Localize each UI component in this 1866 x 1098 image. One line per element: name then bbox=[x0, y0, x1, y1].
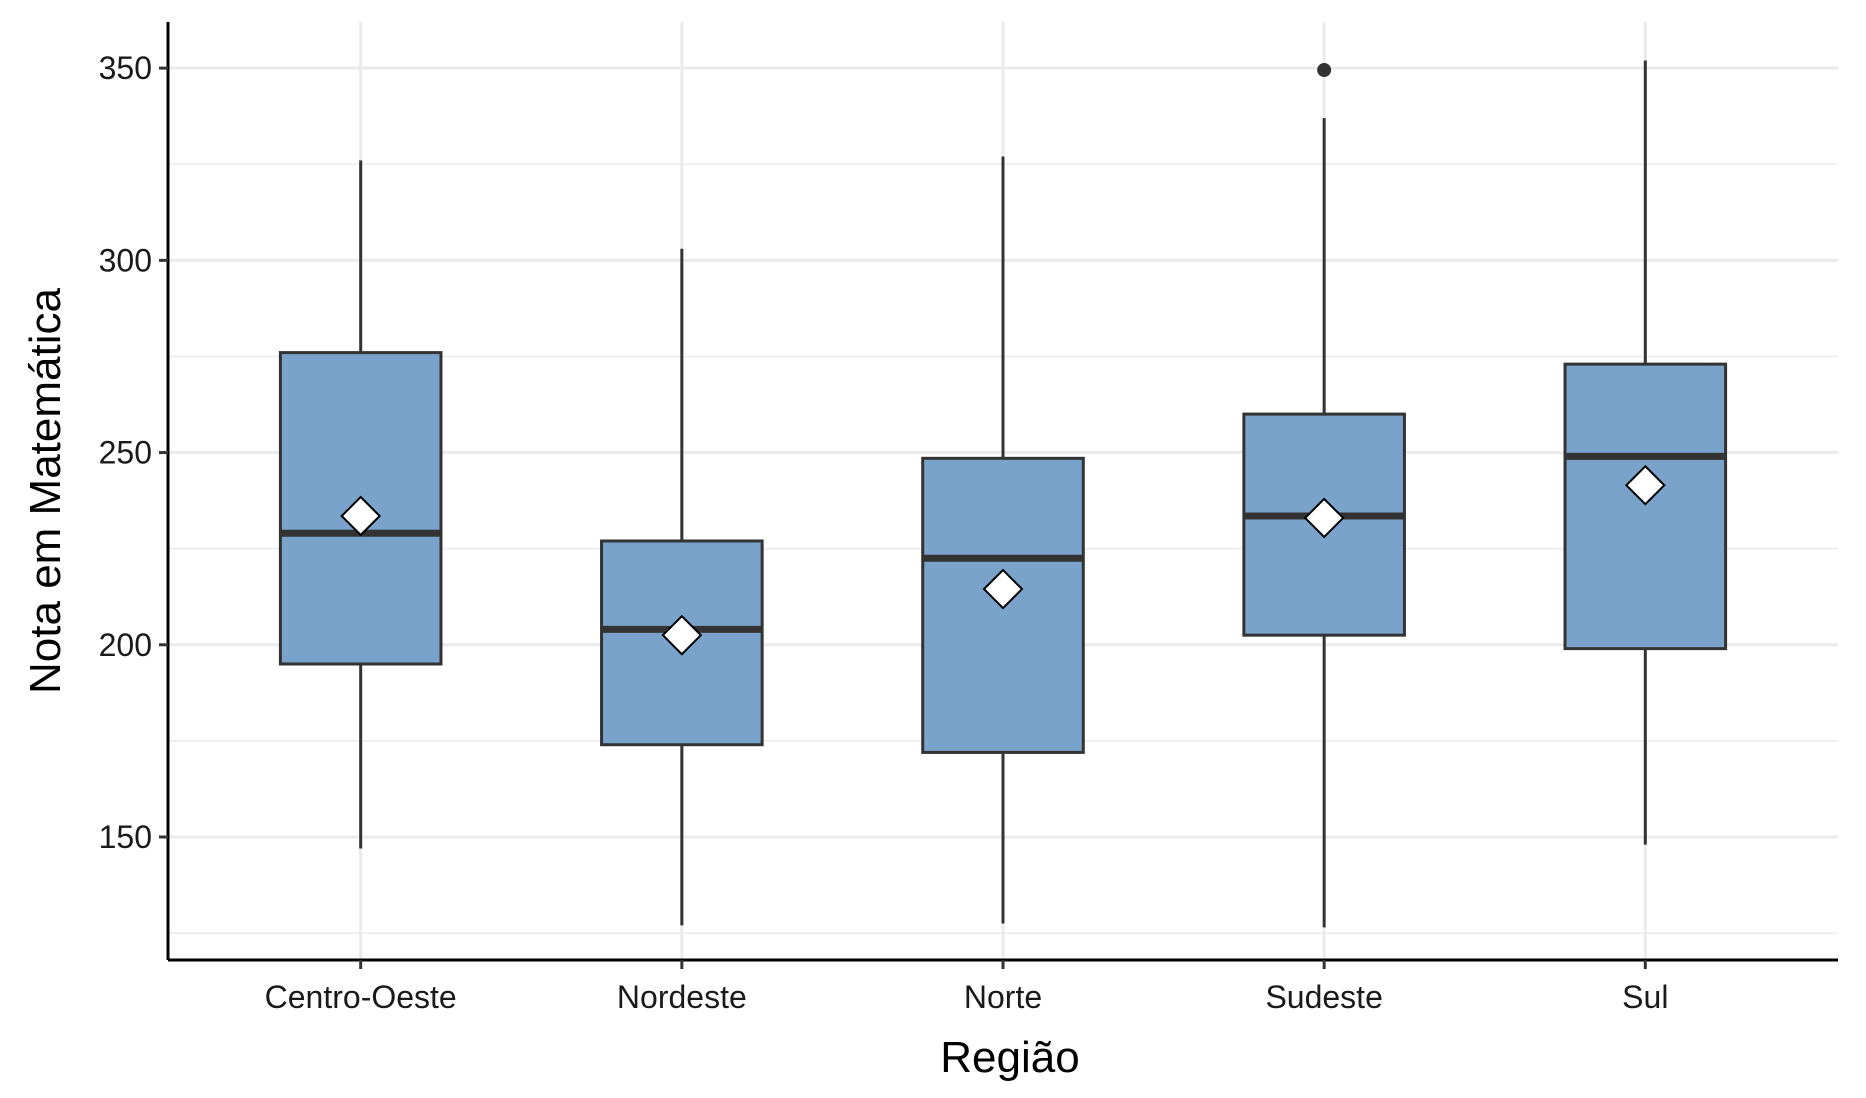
box-group bbox=[1563, 60, 1728, 845]
mean-marker bbox=[1303, 497, 1345, 539]
x-tick-label: Centro-Oeste bbox=[265, 979, 457, 1015]
tick-labels: 150 200 250 300 350 Centro-Oeste Nordeste Norte… bbox=[99, 50, 1669, 1015]
box-group bbox=[921, 156, 1085, 924]
y-tick-label: 250 bbox=[99, 435, 152, 471]
x-tick-label: Norte bbox=[964, 979, 1042, 1015]
y-tick-label: 300 bbox=[99, 242, 152, 278]
box-group bbox=[1242, 63, 1406, 928]
x-tick-label: Nordeste bbox=[617, 979, 747, 1015]
mean-marker bbox=[982, 568, 1024, 610]
box-iqr bbox=[600, 539, 764, 747]
y-tick-label: 350 bbox=[99, 50, 152, 86]
x-tick-label: Sul bbox=[1622, 979, 1668, 1015]
box-iqr bbox=[1563, 362, 1728, 651]
mean-marker bbox=[661, 614, 703, 656]
x-axis-title: Região bbox=[940, 1033, 1079, 1082]
y-tick-label: 150 bbox=[99, 819, 152, 855]
boxes bbox=[278, 60, 1728, 928]
outlier-point bbox=[1317, 63, 1332, 78]
box-group bbox=[600, 248, 764, 926]
x-tick-label: Sudeste bbox=[1265, 979, 1382, 1015]
y-tick-label: 200 bbox=[99, 627, 152, 663]
mean-marker bbox=[1624, 464, 1666, 506]
mean-marker bbox=[340, 495, 382, 537]
y-axis-title: Nota em Matemática bbox=[21, 288, 70, 694]
box-group bbox=[278, 160, 443, 849]
